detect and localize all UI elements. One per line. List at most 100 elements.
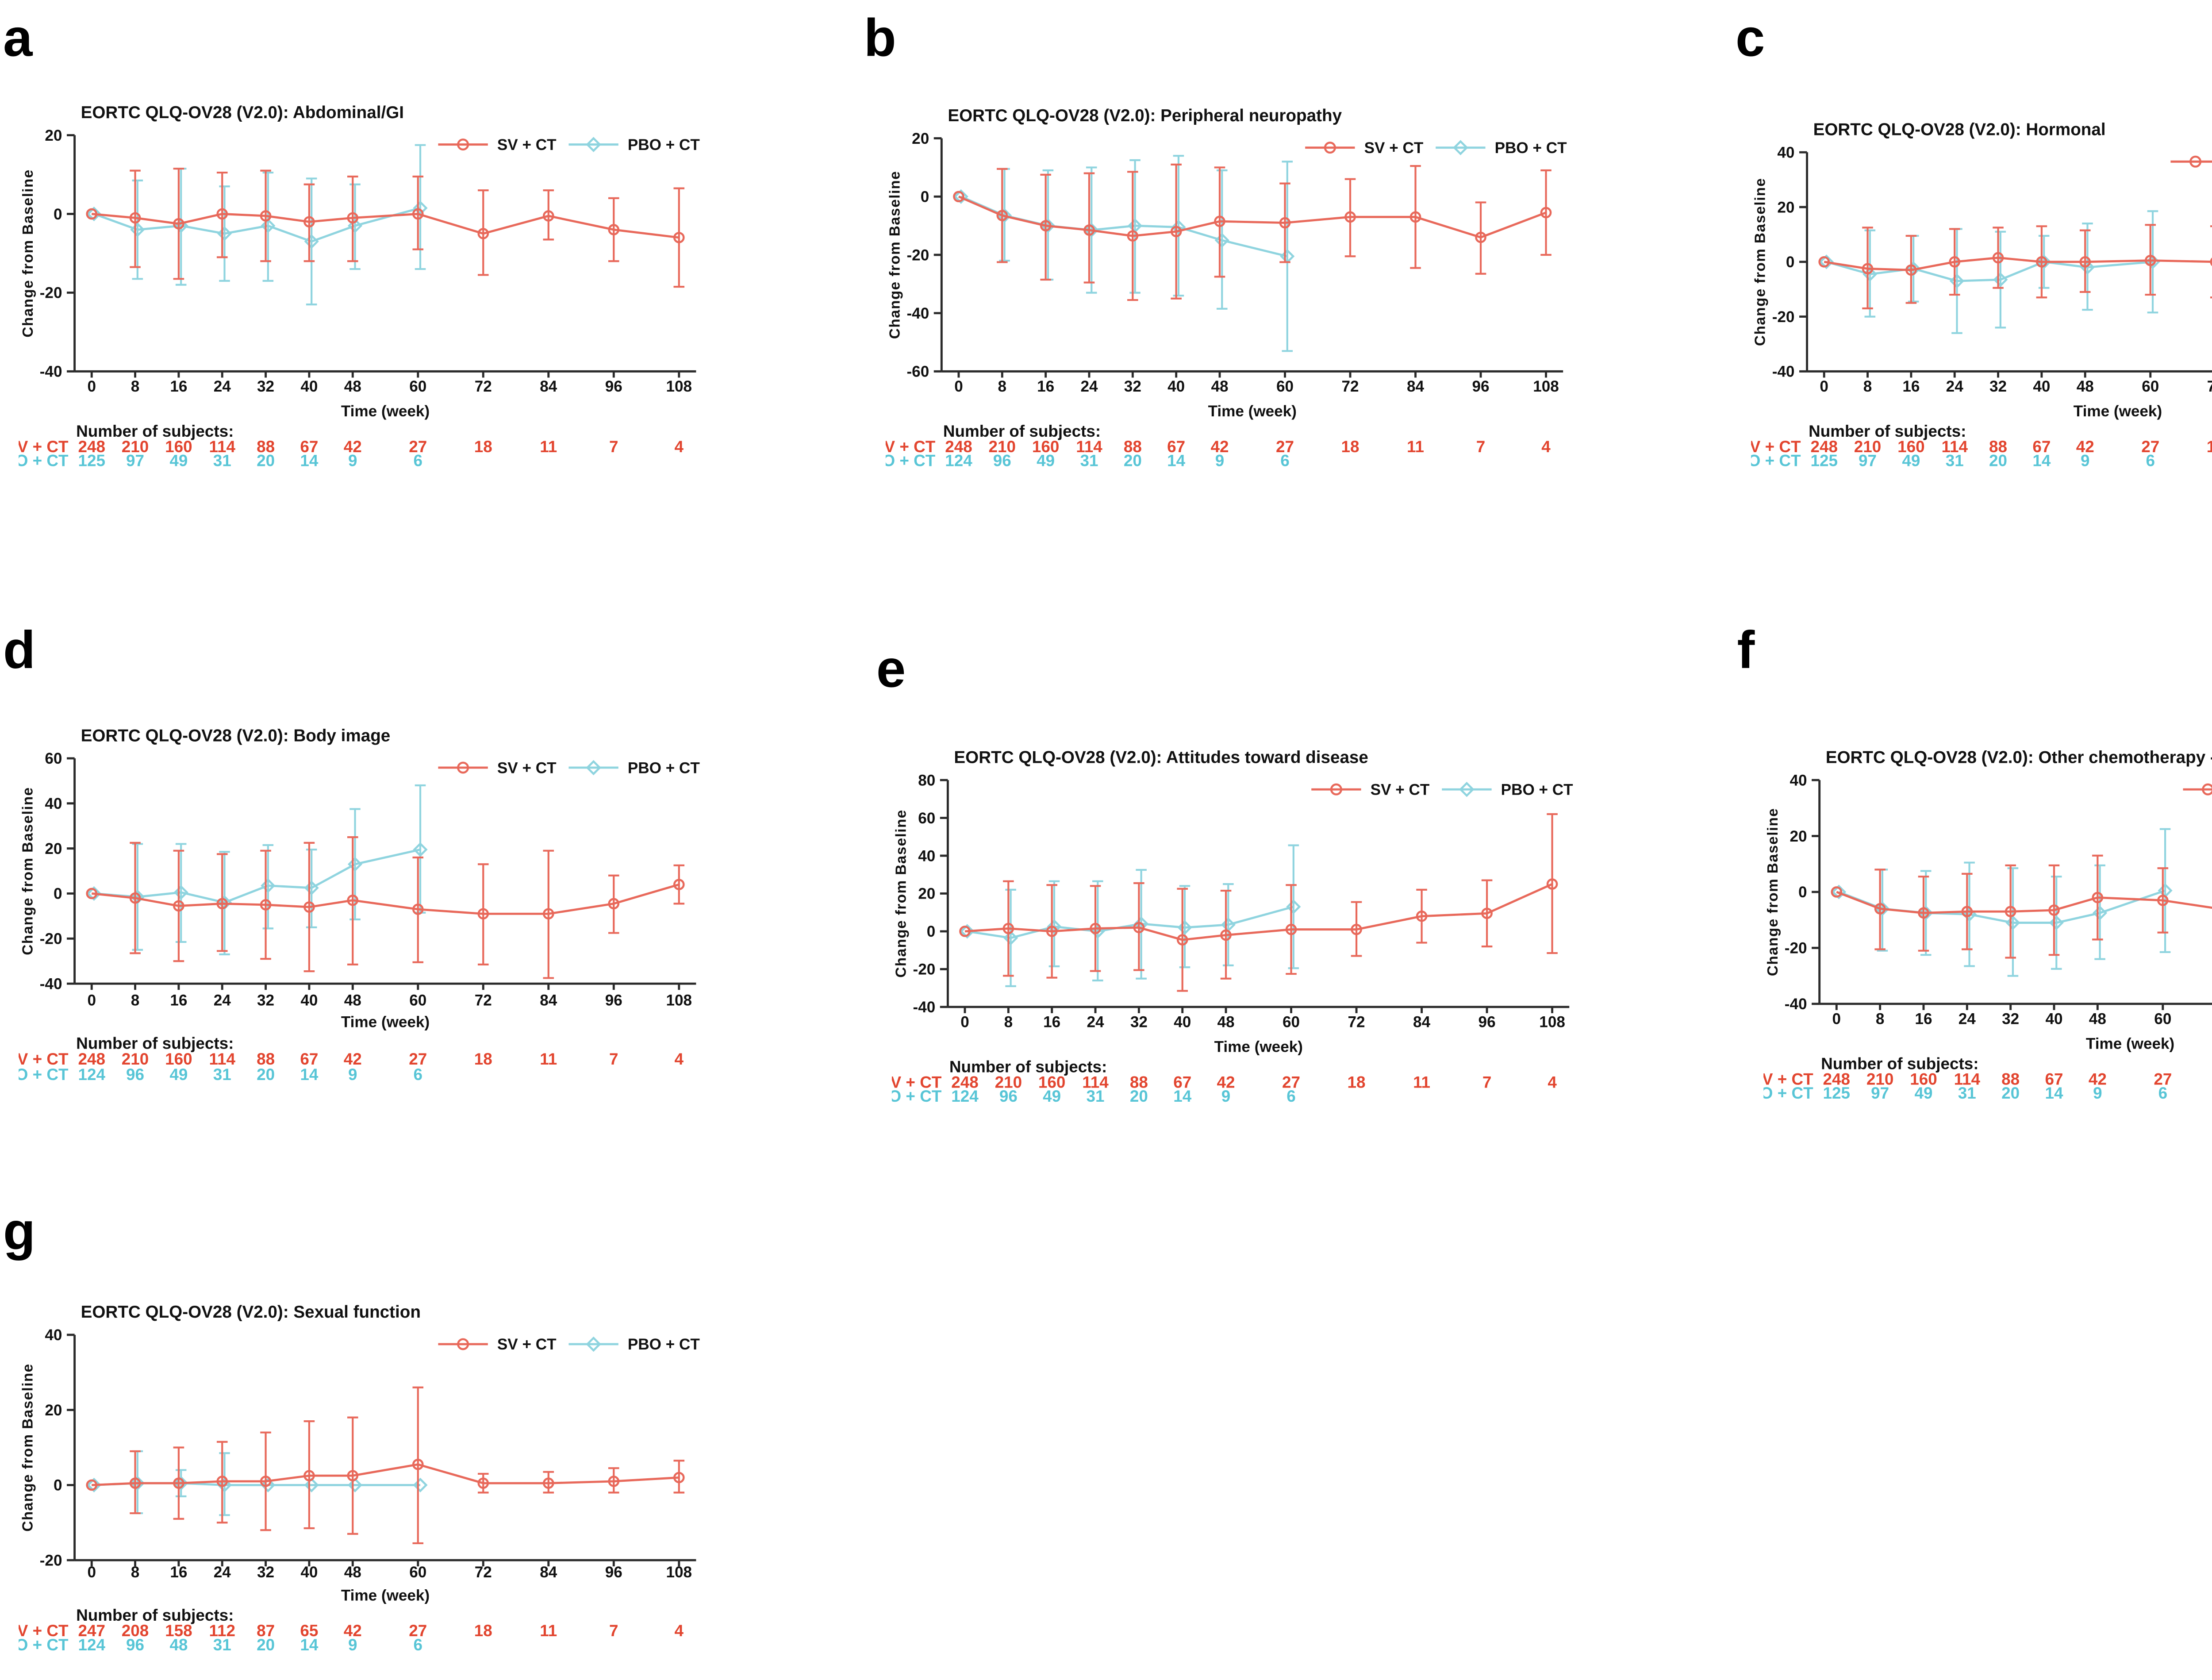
sv-marker-circle xyxy=(1285,923,1297,935)
sv-marker-circle xyxy=(303,216,315,228)
y-axis-label: Change from Baseline xyxy=(1765,808,1781,976)
pbo-marker-diamond xyxy=(1047,919,1062,934)
chart-peripheral-neuropathy: EORTC QLQ-OV28 (V2.0): Peripheral neurop… xyxy=(860,100,1628,491)
pbo-marker-diamond xyxy=(217,226,232,241)
chart-other-chemo-adverse-effects: EORTC QLQ-OV28 (V2.0): Other chemotherap… xyxy=(1738,741,2212,1123)
series-line xyxy=(960,196,1288,258)
chart-abdominal-gi: EORTC QLQ-OV28 (V2.0): Abdominal/GI Chang… xyxy=(0,96,761,491)
x-tick-label: 108 xyxy=(666,378,692,395)
x-tick-label: 48 xyxy=(2077,378,2094,395)
subjects-count: 248 xyxy=(78,438,105,456)
subjects-count: 88 xyxy=(1130,1073,1148,1091)
panel-letter-c: c xyxy=(1736,9,1765,69)
sv-marker-circle xyxy=(129,212,141,224)
subjects-count: 125 xyxy=(1810,452,1838,470)
sv-marker-circle xyxy=(1918,907,1929,919)
subjects-count: 9 xyxy=(348,452,357,470)
subjects-count: 67 xyxy=(2045,1070,2063,1088)
y-tick-label: 20 xyxy=(1777,199,1794,216)
subjects-count: 88 xyxy=(257,438,275,456)
sv-marker-circle xyxy=(1409,211,1421,223)
subjects-count: 7 xyxy=(609,438,618,456)
x-tick-label: 96 xyxy=(1479,1013,1496,1030)
sv-marker-circle xyxy=(1046,926,1058,937)
series-pbo xyxy=(1831,828,2173,977)
x-tick-label: 24 xyxy=(1946,378,1964,395)
sv-marker-circle xyxy=(1176,934,1188,946)
x-tick-label: 24 xyxy=(1087,1013,1104,1030)
x-axis-label: Time (week) xyxy=(2074,403,2162,420)
x-tick-label: 60 xyxy=(409,1564,426,1581)
y-tick-label: 40 xyxy=(1790,772,1807,789)
subjects-count: 18 xyxy=(474,1622,492,1640)
y-tick-label: 0 xyxy=(54,1477,62,1494)
chart-sexual-function: EORTC QLQ-OV28 (V2.0): Sexual function Ch… xyxy=(0,1296,761,1680)
subjects-count: 31 xyxy=(1080,452,1098,470)
legend-pbo-diamond-icon xyxy=(586,1336,601,1352)
sv-marker-circle xyxy=(1961,906,1973,918)
legend-pbo-label: PBO + CT xyxy=(1495,139,1567,157)
x-tick-label: 60 xyxy=(1283,1013,1300,1030)
pbo-marker-diamond xyxy=(997,208,1012,223)
x-tick-label: 0 xyxy=(87,378,96,395)
x-tick-label: 72 xyxy=(1348,1013,1365,1030)
subjects-count: 96 xyxy=(993,452,1011,470)
sv-marker-circle xyxy=(2079,256,2091,268)
series-sv xyxy=(86,1386,685,1545)
pbo-marker-diamond xyxy=(960,924,975,939)
sv-marker-circle xyxy=(216,898,228,910)
subjects-heading: Number of subjects: xyxy=(1809,422,1966,440)
pbo-marker-diamond xyxy=(1286,899,1301,914)
subjects-count: 42 xyxy=(2076,438,2094,456)
x-axis-label: Time (week) xyxy=(341,1013,430,1030)
sv-marker-circle xyxy=(1133,922,1145,934)
sv-marker-circle xyxy=(1279,217,1291,229)
subjects-count: 27 xyxy=(409,438,427,456)
subjects-count: 31 xyxy=(1087,1087,1105,1105)
sv-marker-circle xyxy=(1214,215,1225,227)
subjects-count: 248 xyxy=(1823,1070,1851,1088)
subjects-count: 27 xyxy=(1276,438,1294,456)
legend-pbo-label: PBO + CT xyxy=(628,136,700,154)
chart-svg: EORTC QLQ-OV28 (V2.0): Abdominal/GI Chang… xyxy=(0,103,700,470)
subjects-count: 27 xyxy=(2154,1070,2172,1088)
subjects-count: 18 xyxy=(474,438,492,456)
subjects-row-label: PBO + CT xyxy=(886,452,936,470)
subjects-heading: Number of subjects: xyxy=(943,422,1101,440)
subjects-heading: Number of subjects: xyxy=(76,1606,234,1624)
legend-sv-label: SV + CT xyxy=(497,1336,557,1353)
sv-marker-circle xyxy=(542,908,554,920)
series-line xyxy=(91,883,680,915)
sv-marker-circle xyxy=(953,191,964,203)
sv-marker-circle xyxy=(1220,929,1232,941)
subjects-count: 97 xyxy=(126,452,144,470)
subjects-count: 247 xyxy=(78,1622,105,1640)
subjects-count: 96 xyxy=(999,1087,1018,1105)
subjects-count: 6 xyxy=(414,1065,423,1084)
x-tick-label: 72 xyxy=(475,992,492,1009)
sv-marker-circle xyxy=(959,926,971,937)
sv-marker-circle xyxy=(2157,895,2169,906)
legend-pbo-diamond-icon xyxy=(1453,140,1468,155)
subjects-count: 125 xyxy=(1823,1084,1851,1102)
y-tick-label: 20 xyxy=(1790,828,1807,845)
x-tick-label: 84 xyxy=(540,992,557,1009)
subjects-count: 42 xyxy=(344,1622,362,1640)
sv-marker-circle xyxy=(1949,256,1961,268)
y-tick-label: -40 xyxy=(906,305,929,322)
subjects-count: 14 xyxy=(300,452,318,470)
sv-marker-circle xyxy=(129,892,141,904)
subjects-count: 42 xyxy=(1217,1073,1235,1091)
x-tick-label: 16 xyxy=(170,1564,187,1581)
subjects-count: 114 xyxy=(1082,1073,1109,1091)
pbo-marker-diamond xyxy=(1041,218,1056,233)
subjects-count: 48 xyxy=(169,1636,188,1654)
subjects-count: 49 xyxy=(1914,1084,1932,1102)
series-sv xyxy=(1818,224,2212,310)
subjects-count: 114 xyxy=(209,1050,235,1068)
pbo-marker-diamond xyxy=(1134,916,1149,931)
